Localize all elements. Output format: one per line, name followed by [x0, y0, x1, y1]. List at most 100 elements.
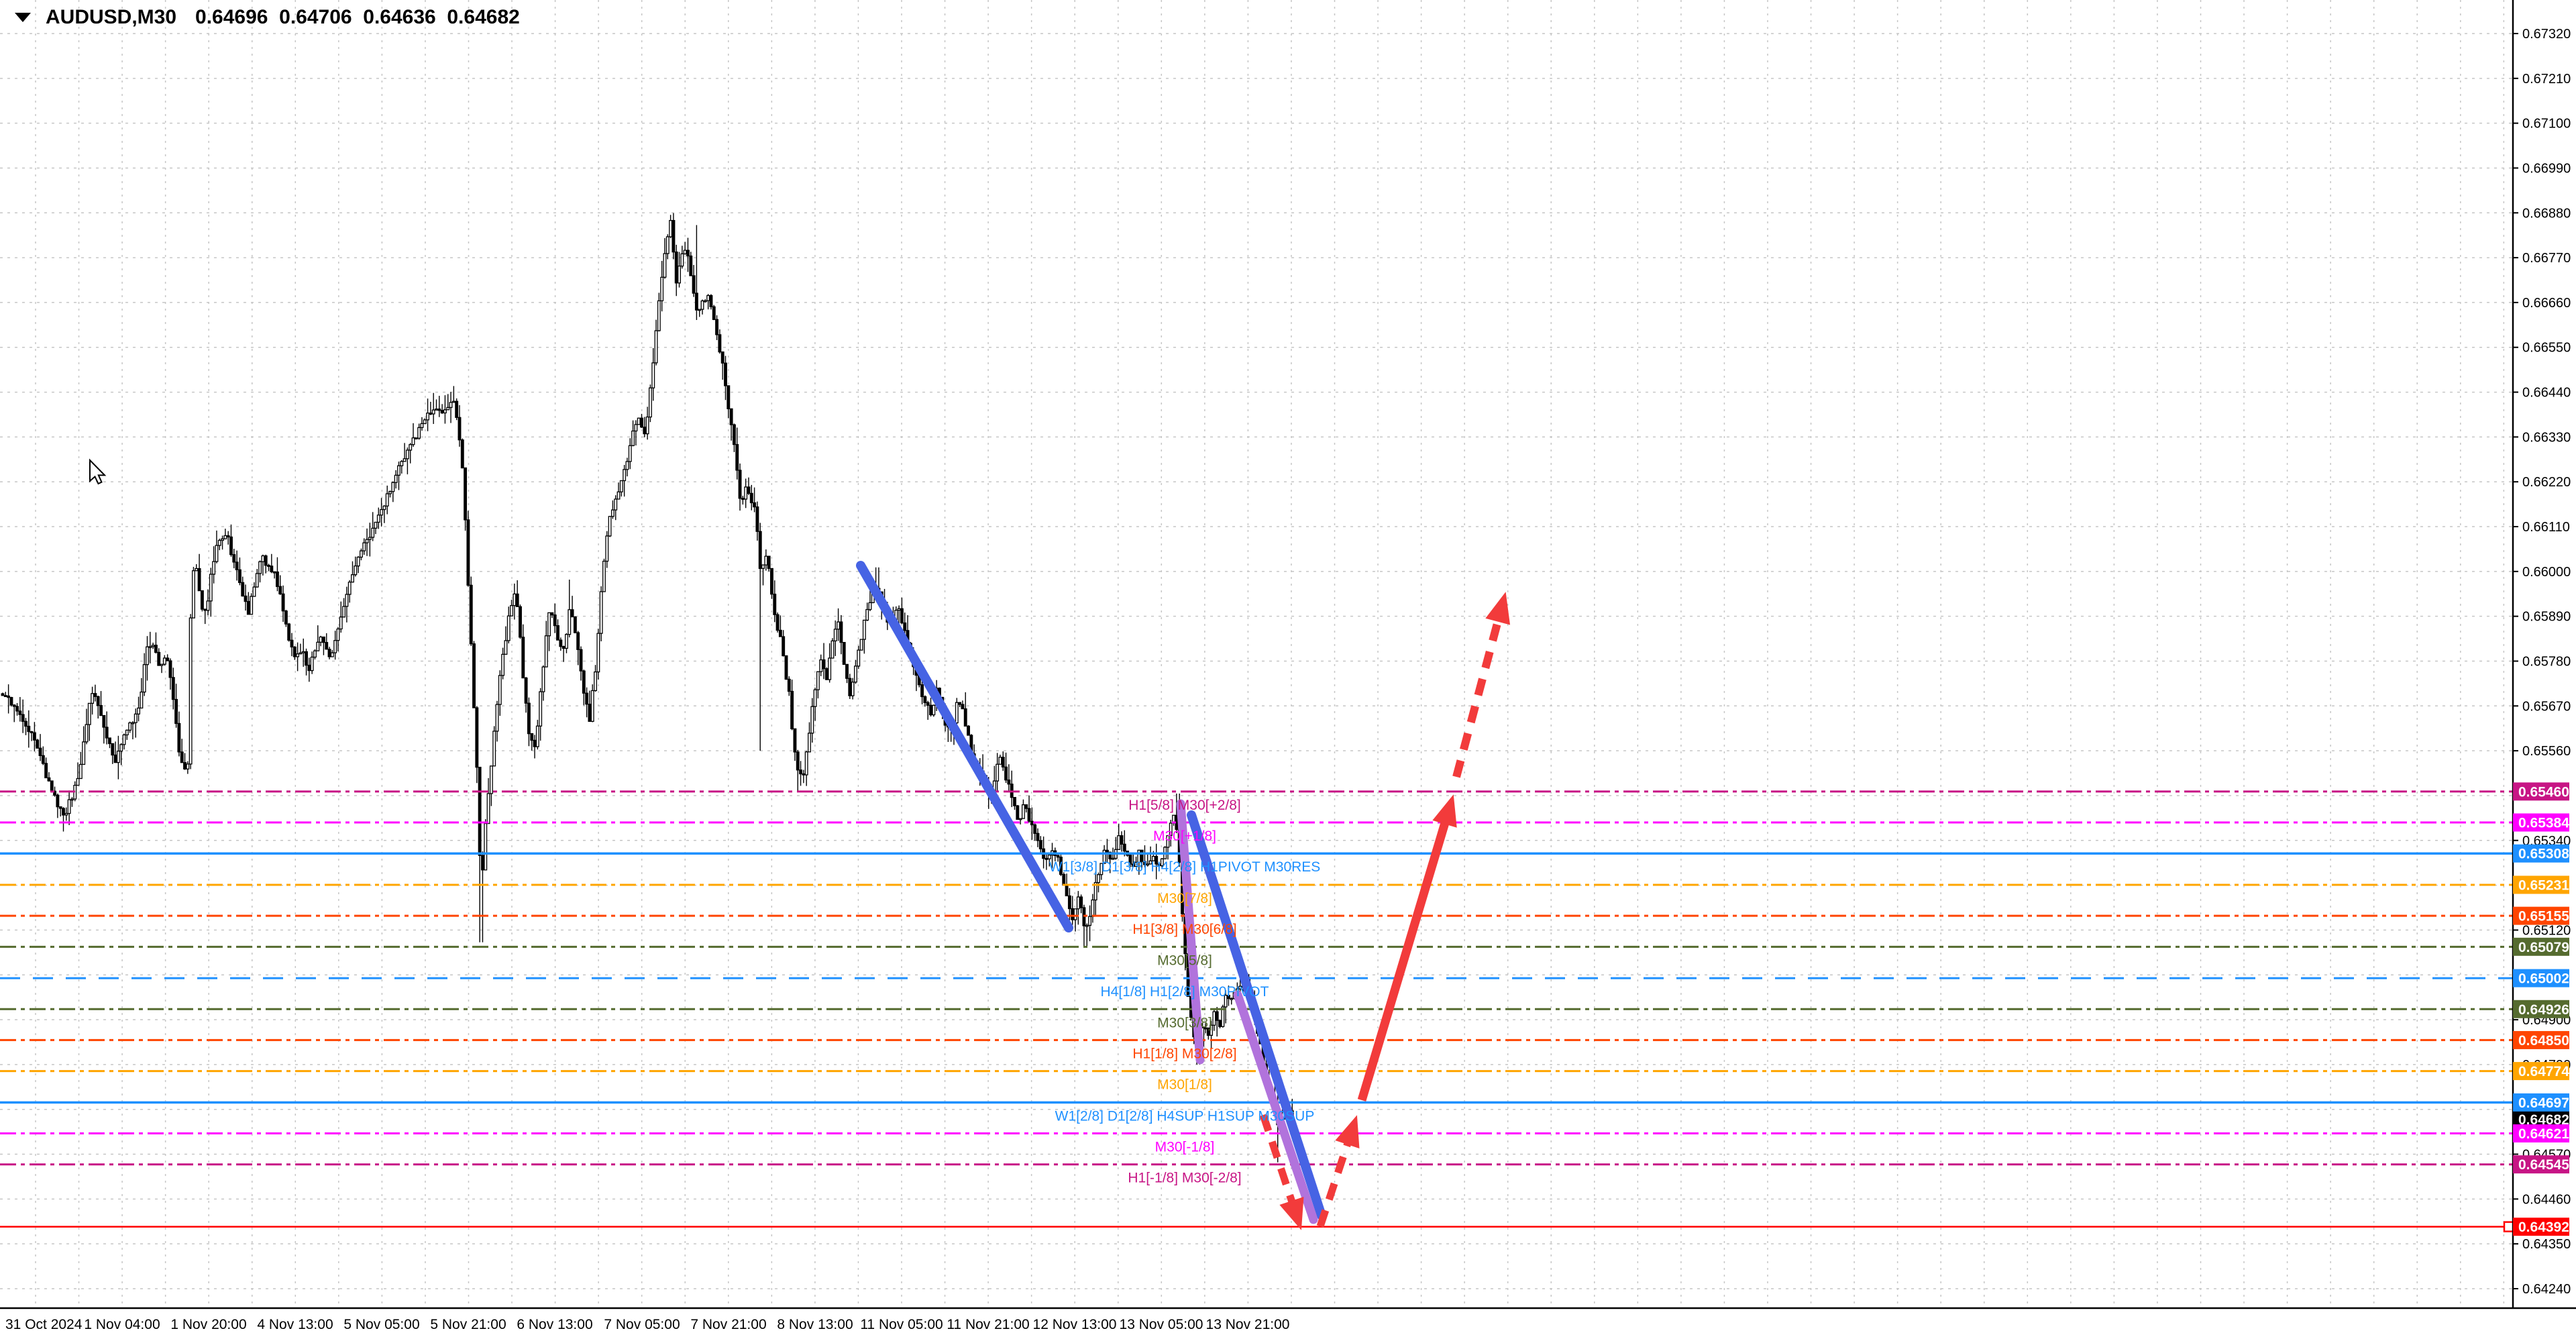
red-solid-up-arrow[interactable]	[1357, 817, 1451, 1102]
price-axis-label: 0.66330	[2522, 430, 2571, 445]
red-dashed-up-arrow-small-head	[1335, 1115, 1360, 1148]
svg-text:0.64545: 0.64545	[2518, 1157, 2569, 1173]
time-axis-label: 13 Nov 21:00	[1206, 1317, 1290, 1332]
price-axis-label: 0.66440	[2522, 386, 2571, 400]
price-axis-label: 0.67210	[2522, 72, 2571, 87]
symbol-name: AUDUSD,M30	[46, 6, 177, 28]
time-axis: 31 Oct 2024 1 Nov 04:00 1 Nov 20:00 4 Nov 1…	[0, 1307, 2576, 1332]
price-badges-layer: 0.64682 0.65460 0.65384 0.65308 0.65231 0.651…	[2513, 782, 2569, 1236]
svg-text:0.64850: 0.64850	[2518, 1033, 2569, 1049]
price-level-badge	[2513, 1124, 2569, 1143]
time-axis-label: 12 Nov 13:00	[1033, 1317, 1117, 1332]
price-axis-label: 0.66660	[2522, 296, 2571, 311]
level-label: W1[3/8] D1[3/8] H4[2/8] H1PIVOT M30RES	[1049, 859, 1321, 875]
price-level-badge	[2513, 1030, 2569, 1049]
price-level-badge	[2513, 813, 2569, 832]
level-label: M30[+1/8]	[1153, 828, 1216, 844]
blue-trendline-2[interactable]	[1187, 810, 1326, 1220]
svg-text:0.64682: 0.64682	[2518, 1112, 2569, 1128]
time-axis-label: 5 Nov 21:00	[430, 1317, 506, 1332]
price-level-badge	[2513, 1155, 2569, 1174]
svg-text:0.64774: 0.64774	[2518, 1064, 2569, 1079]
price-axis-label: 0.64460	[2522, 1192, 2571, 1207]
level-label: M30[1/8]	[1157, 1077, 1212, 1093]
price-level-badge	[2513, 969, 2569, 987]
time-axis-label: 13 Nov 05:00	[1120, 1317, 1203, 1332]
blue-trendline-1[interactable]	[856, 561, 1073, 932]
time-axis-label: 11 Nov 05:00	[860, 1317, 943, 1332]
level-label: H1[1/8] M30[2/8]	[1132, 1046, 1236, 1061]
level-label: M30[-1/8]	[1155, 1140, 1215, 1155]
price-axis-label: 0.66550	[2522, 341, 2571, 356]
price-axis-label: 0.65890	[2522, 610, 2571, 625]
time-axis-label: 8 Nov 13:00	[777, 1317, 853, 1332]
price-axis-label: 0.66110	[2522, 520, 2570, 535]
level-lines-layer	[0, 790, 2515, 1232]
level-label: M30[7/8]	[1157, 891, 1212, 906]
time-axis-label: 5 Nov 05:00	[343, 1317, 419, 1332]
price-axis-label: 0.64240	[2522, 1282, 2571, 1297]
red-dashed-down-arrow[interactable]	[1259, 1114, 1297, 1208]
time-axis-label: 1 Nov 20:00	[170, 1317, 246, 1332]
svg-text:0.65079: 0.65079	[2518, 940, 2569, 955]
svg-text:0.64392: 0.64392	[2518, 1220, 2569, 1235]
price-level-badge	[2513, 937, 2569, 956]
price-level-badge	[2513, 906, 2569, 925]
level-label: M30[5/8]	[1157, 953, 1212, 968]
level-label: H1[5/8] M30[+2/8]	[1128, 798, 1241, 813]
level-label: W1[2/8] D1[2/8] H4SUP H1SUP M30SUP	[1055, 1108, 1315, 1124]
level-label: H1[3/8] M30[6/8]	[1132, 922, 1236, 937]
trendlines-layer[interactable]	[856, 561, 1326, 1224]
price-axis-label: 0.65120	[2522, 923, 2571, 938]
svg-text:0.65231: 0.65231	[2518, 877, 2569, 893]
price-level-badge	[2513, 782, 2569, 801]
chart-title-bar: AUDUSD,M30 0.64696 0.64706 0.64636 0.646…	[15, 6, 520, 29]
price-level-badge	[2513, 875, 2569, 894]
svg-text:0.64621: 0.64621	[2518, 1126, 2569, 1142]
price-level-badge	[2513, 1000, 2569, 1018]
price-axis-label: 0.67320	[2522, 27, 2571, 42]
time-axis-label: 31 Oct 2024	[5, 1317, 83, 1332]
time-axis-label: 7 Nov 05:00	[604, 1317, 680, 1332]
red-solid-up-arrow-head	[1432, 794, 1457, 828]
purple-trendline-2[interactable]	[1233, 990, 1318, 1224]
level-labels-layer: H1[5/8] M30[+2/8] M30[+1/8] W1[3/8] D1[3/8…	[1049, 798, 1321, 1186]
level-label: M30[3/8]	[1157, 1015, 1212, 1030]
price-axis-label: 0.64350	[2522, 1237, 2571, 1252]
mouse-cursor-icon	[89, 458, 107, 485]
price-axis-label: 0.66990	[2522, 161, 2571, 176]
price-level-badge	[2513, 1062, 2569, 1081]
time-axis-label: 11 Nov 21:00	[947, 1317, 1029, 1332]
arrows-layer[interactable]	[1259, 592, 1511, 1230]
price-axis-label: 0.66000	[2522, 565, 2571, 580]
level-label: H1[-1/8] M30[-2/8]	[1128, 1171, 1241, 1186]
price-axis-label: 0.65780	[2522, 654, 2571, 669]
purple-trendline-1[interactable]	[1176, 799, 1205, 1065]
svg-text:0.64926: 0.64926	[2518, 1002, 2569, 1018]
level-label: H4[1/8] H1[2/8] M30PIVOT	[1101, 984, 1269, 1000]
svg-text:0.65155: 0.65155	[2518, 909, 2569, 924]
svg-text:0.65384: 0.65384	[2518, 816, 2569, 831]
time-axis-label: 4 Nov 13:00	[257, 1317, 333, 1332]
price-axis-label: 0.66220	[2522, 475, 2571, 490]
price-level-badge	[2513, 844, 2569, 863]
red-dashed-up-arrow-big-head	[1485, 592, 1511, 625]
time-axis-label: 1 Nov 04:00	[84, 1317, 160, 1332]
price-axis-label: 0.65560	[2522, 744, 2571, 759]
red-dashed-up-arrow-small[interactable]	[1316, 1137, 1353, 1228]
red-dashed-down-arrow-head	[1279, 1197, 1304, 1230]
time-axis-label: 6 Nov 13:00	[517, 1317, 592, 1332]
svg-text:0.64697: 0.64697	[2518, 1095, 2569, 1111]
price-level-badge	[2513, 1093, 2569, 1112]
price-axis-label: 0.66770	[2522, 251, 2571, 266]
svg-text:0.65460: 0.65460	[2518, 784, 2569, 800]
time-axis-label: 7 Nov 21:00	[690, 1317, 766, 1332]
price-level-badge	[2513, 1218, 2569, 1236]
svg-text:0.65002: 0.65002	[2518, 971, 2569, 987]
price-axis-label: 0.65670	[2522, 699, 2571, 714]
price-axis-label: 0.66880	[2522, 206, 2571, 221]
ohlc-values: 0.64696 0.64706 0.64636 0.64682	[195, 6, 520, 28]
symbol-dropdown-icon[interactable]	[15, 13, 31, 22]
